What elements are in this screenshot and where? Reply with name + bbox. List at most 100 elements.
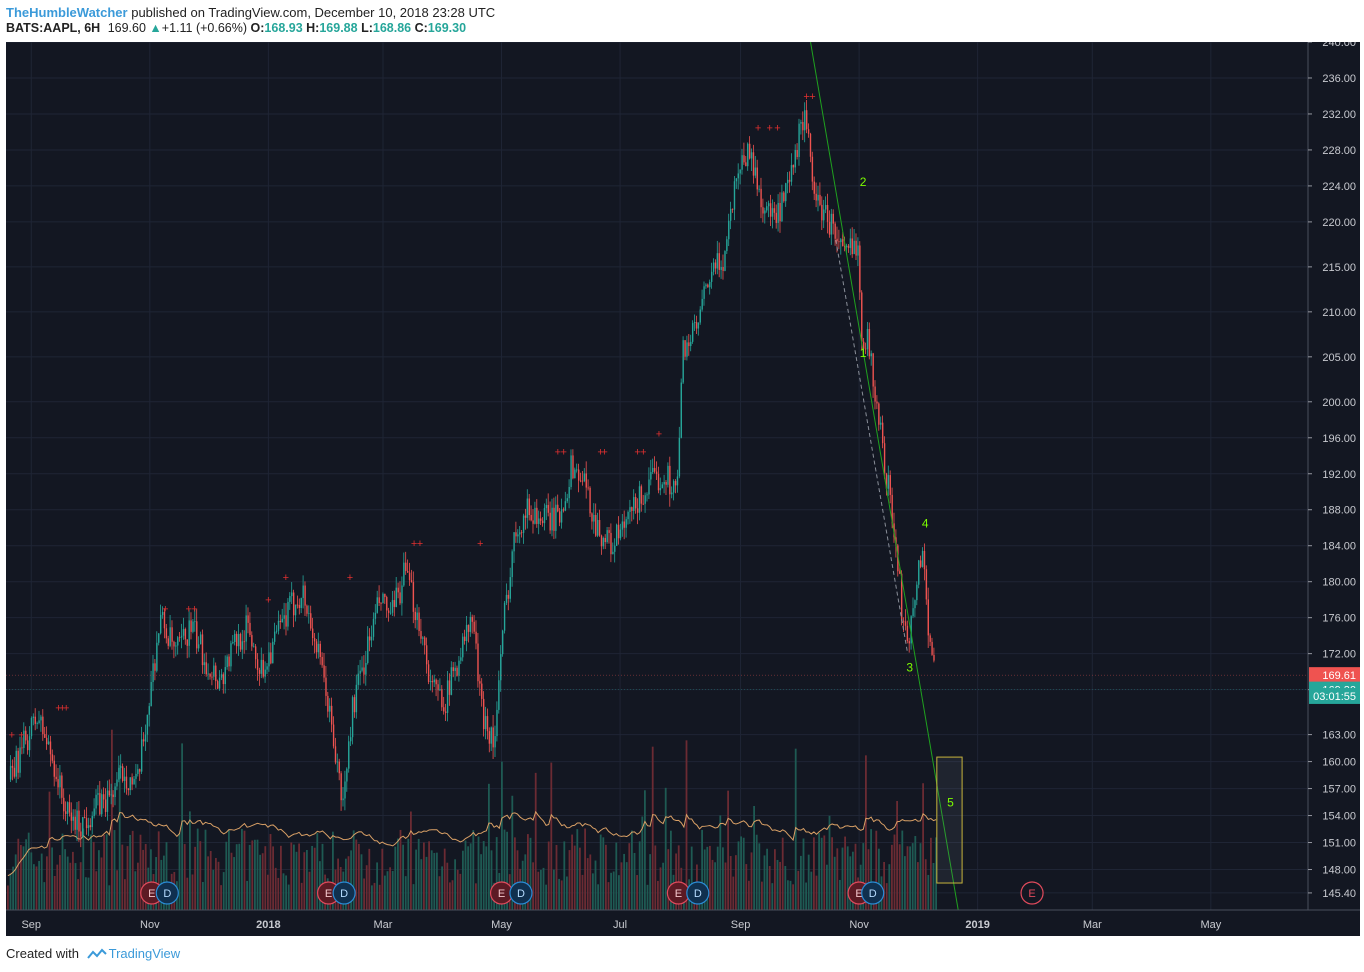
dividend-event-icon[interactable]: D [686,881,710,905]
candle-body [545,505,548,509]
volume-bar [20,844,22,910]
candle-body [543,508,546,524]
tradingview-link[interactable]: TradingView [108,946,181,961]
volume-bar [771,883,774,910]
volume-bar [277,877,280,910]
volume-bar [906,846,909,910]
last-price: 169.60 [107,21,146,35]
candle-body [653,467,656,472]
candle-body [479,681,481,684]
candle-body [82,817,84,837]
earnings-event-icon[interactable]: E [489,881,514,905]
volume-bar [126,846,129,910]
volume-bar [394,846,397,910]
candle-body [697,322,700,329]
volume-bar [789,880,792,910]
candle-body [40,716,42,721]
volume-bar [423,842,425,910]
candle-body [813,181,815,194]
volume-bar [194,846,196,910]
candle-body [864,348,867,350]
volume-bar [482,841,485,910]
time-tick-label: May [1200,919,1221,931]
volume-bar [540,869,542,910]
candle-body [76,810,78,830]
volume-bar [485,846,488,910]
candle-body [26,740,29,751]
candle-body [68,802,71,813]
volume-bar [566,876,568,910]
candle-body [572,455,574,479]
candle-body [391,600,394,613]
price-tick-label: 224.00 [1322,181,1356,193]
candle-body [192,621,194,632]
volume-bar [108,885,111,910]
volume-bar [849,856,852,910]
candle-body [625,519,627,528]
volume-bar [469,843,472,910]
candle-body [63,797,65,812]
earnings-event-icon[interactable]: E [1020,881,1044,905]
candle-body [904,621,907,626]
earnings-event-icon[interactable]: E [666,881,690,905]
dividend-event-icon[interactable]: D [332,881,356,905]
dividend-event-icon[interactable]: D [509,881,533,905]
red-plus-marker: + [561,446,567,458]
high-value: 169.88 [319,21,358,35]
candle-body [306,605,308,614]
candle-body [140,739,143,772]
candle-body [131,777,133,785]
candle-body [655,471,658,475]
volume-bar [787,880,789,910]
candle-body [245,615,247,642]
candle-body [500,654,502,681]
candle-body [756,167,758,190]
volume-bar [685,740,688,910]
volume-bar [927,874,930,910]
candle-body [498,680,500,710]
candle-body [220,674,223,678]
volume-bar [436,852,438,910]
candle-body [809,133,812,157]
volume-bar [779,861,781,910]
candle-body [589,487,591,514]
created-with-label: Created with [6,946,79,961]
candle-body [857,245,859,256]
volume-bar [365,865,368,910]
volume-bar [815,875,818,910]
candle-body [834,223,836,239]
candle-body [55,776,57,780]
red-plus-marker: + [774,122,780,134]
volume-bar [719,815,722,910]
candle-body [454,667,456,672]
candle-body [538,518,540,524]
volume-bar [636,875,638,910]
volume-bar [98,850,100,910]
price-tick-label: 184.00 [1322,541,1356,553]
candle-body [919,560,922,567]
volume-bar [228,830,230,910]
candle-body [376,597,378,613]
candle-body [9,765,12,780]
chart-area[interactable]: + + + + + + + + + + + + + + + + + + + + + + + + + +1 2 3 4 5 E E E E E E D D D… [6,37,1360,936]
candle-body [357,673,359,685]
volume-bar [750,852,753,910]
candle-body [251,635,253,647]
volume-bar [407,838,410,910]
candle-body [741,155,743,170]
dividend-event-icon[interactable]: D [155,881,179,905]
dividend-event-icon[interactable]: D [861,881,885,905]
candle-body [634,497,637,509]
volume-bar [758,843,761,910]
candle-body [412,582,415,612]
candle-body [34,716,36,724]
candle-body [672,481,675,493]
candle-body [19,747,21,773]
candle-body [800,122,802,124]
candle-body [553,507,555,531]
author-name[interactable]: TheHumbleWatcher [6,5,128,20]
candle-body [785,183,787,202]
volume-bar [72,851,74,910]
volume-bar [615,842,618,910]
